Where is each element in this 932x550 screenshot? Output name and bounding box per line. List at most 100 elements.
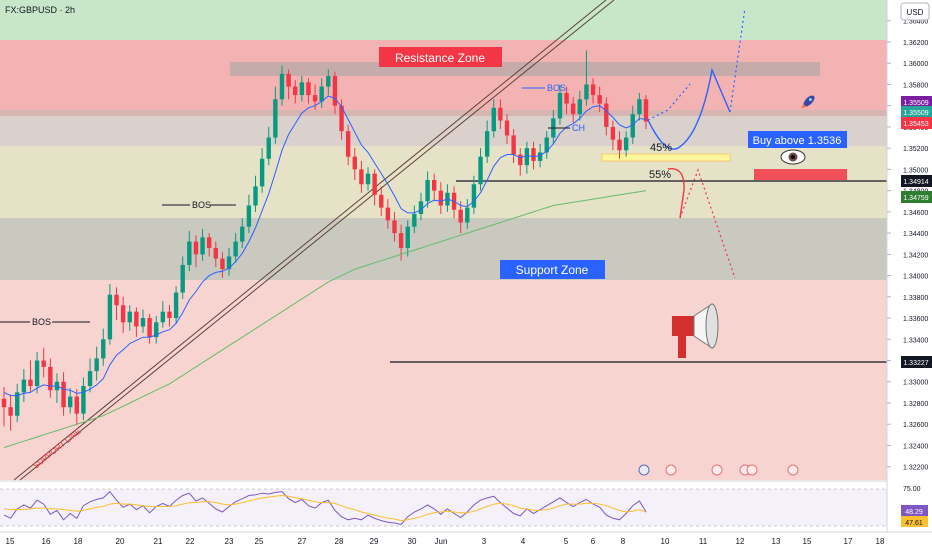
candle bbox=[392, 211, 397, 242]
candle bbox=[187, 230, 192, 272]
candle bbox=[127, 305, 132, 331]
price-badge: 1.35509 bbox=[903, 100, 928, 107]
time-tick-label: 21 bbox=[154, 537, 163, 546]
time-tick-label: 10 bbox=[661, 537, 670, 546]
currency-button-bg[interactable] bbox=[900, 2, 930, 21]
candle bbox=[259, 148, 265, 193]
time-axis-ticks: 15 16 18 20 21 22 23 25 27 28 29 30 Jun 3 4 5 6 8 10 11 12 13… bbox=[6, 537, 885, 546]
projection-blue-solid bbox=[647, 67, 731, 150]
candle bbox=[1, 387, 7, 427]
candle bbox=[253, 175, 258, 212]
candle bbox=[345, 124, 351, 166]
price-tick-label: 1.36200 bbox=[903, 40, 928, 47]
price-tick-label: 1.36400 bbox=[903, 19, 928, 26]
candle bbox=[61, 372, 66, 416]
candle bbox=[200, 228, 205, 261]
price-axis[interactable] bbox=[887, 0, 932, 532]
candle bbox=[597, 86, 602, 113]
time-tick-label: 25 bbox=[255, 537, 264, 546]
candle bbox=[293, 80, 298, 104]
rsi-band bbox=[0, 489, 887, 526]
time-tick-label: 22 bbox=[186, 537, 195, 546]
time-tick-label: 30 bbox=[408, 537, 417, 546]
price-tick-label: 1.33800 bbox=[903, 295, 928, 302]
time-axis[interactable] bbox=[0, 532, 932, 550]
candle bbox=[140, 309, 146, 333]
price-badge-bg bbox=[901, 175, 932, 187]
candle bbox=[107, 284, 113, 345]
price-tick-label: 1.35200 bbox=[903, 146, 928, 153]
candle bbox=[180, 256, 185, 299]
candle bbox=[385, 199, 391, 229]
price-badge: 1.35509 bbox=[903, 110, 928, 117]
candle bbox=[206, 233, 212, 257]
pct-55-label: 55% bbox=[649, 169, 671, 181]
candles-layer bbox=[1, 50, 649, 431]
candle bbox=[623, 131, 629, 157]
symbol-title[interactable]: FX:GBPUSD · 2h bbox=[5, 5, 75, 15]
ema-line bbox=[3, 95, 647, 397]
price-tick-label: 1.34400 bbox=[903, 231, 928, 238]
support-trendline-2[interactable] bbox=[19, 0, 615, 481]
candle bbox=[233, 233, 238, 263]
candle bbox=[610, 120, 616, 151]
candle bbox=[491, 99, 496, 138]
rsi-ma-line bbox=[3, 494, 647, 522]
candle bbox=[484, 120, 490, 164]
candle bbox=[8, 394, 13, 431]
candle bbox=[524, 141, 530, 174]
candle bbox=[101, 328, 106, 366]
rsi-badge-bg bbox=[901, 516, 928, 527]
candle bbox=[94, 346, 99, 381]
rsi-tick-label: 75.00 bbox=[903, 486, 921, 493]
time-tick-label: 5 bbox=[564, 537, 569, 546]
candle bbox=[365, 167, 371, 191]
candle bbox=[167, 305, 172, 327]
bos-top-label: BOS bbox=[547, 83, 566, 93]
time-tick-label: 15 bbox=[803, 537, 812, 546]
price-tick-label: 1.34200 bbox=[903, 252, 928, 259]
candle bbox=[359, 160, 364, 193]
candle bbox=[590, 78, 596, 104]
pct-45-label: 45% bbox=[650, 142, 672, 154]
candle bbox=[306, 78, 311, 104]
rsi-axis-ticks: 75.00 48.29 47.61 bbox=[901, 486, 928, 527]
candle bbox=[372, 169, 377, 206]
candle bbox=[273, 86, 278, 144]
candle bbox=[266, 126, 271, 166]
candle bbox=[81, 377, 86, 420]
projection-red-dotted bbox=[679, 168, 736, 279]
support-trendline-1[interactable] bbox=[13, 0, 607, 481]
rsi-badge: 47.61 bbox=[905, 520, 923, 527]
candle bbox=[518, 148, 523, 176]
upper-gray-band bbox=[0, 110, 887, 146]
candle bbox=[48, 358, 53, 398]
candle bbox=[465, 199, 470, 229]
candle bbox=[458, 201, 463, 234]
candle bbox=[15, 383, 20, 423]
candle bbox=[544, 131, 549, 159]
price-tick-label: 1.33000 bbox=[903, 380, 928, 387]
price-tick-label: 1.32200 bbox=[903, 465, 928, 472]
lower-pink-area bbox=[0, 280, 887, 480]
price-tick-label: 1.32800 bbox=[903, 401, 928, 408]
candle bbox=[425, 171, 430, 208]
beige-area bbox=[0, 146, 887, 218]
price-badge-bg bbox=[901, 191, 932, 203]
candle bbox=[637, 92, 642, 121]
event-flag-icon bbox=[787, 464, 799, 476]
time-tick-label: 13 bbox=[772, 537, 781, 546]
candle bbox=[557, 84, 563, 125]
rsi-badge-bg bbox=[901, 505, 928, 516]
candle bbox=[504, 114, 510, 144]
event-markers[interactable] bbox=[638, 464, 799, 476]
price-badge-bg bbox=[901, 106, 932, 118]
currency-button[interactable]: USD bbox=[907, 8, 924, 17]
candle bbox=[226, 247, 232, 276]
time-tick-label: 4 bbox=[521, 537, 526, 546]
bos-left-label: BOS bbox=[32, 317, 51, 327]
candle bbox=[511, 129, 516, 164]
candle bbox=[114, 287, 119, 321]
candle bbox=[379, 186, 384, 217]
